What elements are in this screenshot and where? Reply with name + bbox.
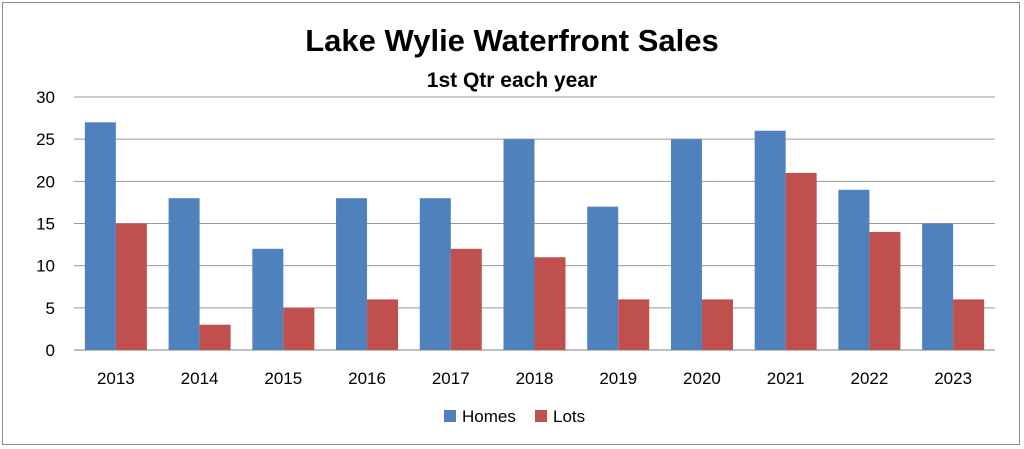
y-tick-label: 15 [36,215,55,234]
x-tick-label: 2017 [432,369,470,388]
x-tick-label: 2022 [850,369,888,388]
y-tick-label: 30 [36,88,55,107]
bar-lots-2017 [451,249,482,350]
bar-lots-2013 [116,224,147,351]
bar-lots-2019 [618,299,649,350]
y-axis: 0 5 10 15 20 25 30 [36,88,55,360]
x-tick-label: 2014 [181,369,219,388]
bar-homes-2019 [587,207,618,350]
x-axis: 2013 2014 2015 2016 2017 2018 2019 2020 2021 2022… [97,369,972,388]
y-tick-label: 10 [36,257,55,276]
bar-lots-2014 [200,325,231,350]
bar-lots-2018 [535,257,566,350]
bar-homes-2015 [252,249,283,350]
y-tick-label: 5 [46,299,55,318]
bar-homes-2020 [671,139,702,350]
bar-lots-2022 [869,232,900,350]
legend-label-lots: Lots [553,407,585,426]
legend-swatch-lots [535,410,547,422]
y-tick-label: 25 [36,130,55,149]
chart-title: Lake Wylie Waterfront Sales [305,23,718,58]
legend: Homes Lots [444,407,585,426]
bar-homes-2022 [838,190,869,350]
bar-homes-2017 [420,198,451,350]
bar-homes-2013 [85,122,116,350]
x-tick-label: 2020 [683,369,721,388]
x-tick-label: 2016 [348,369,386,388]
legend-label-homes: Homes [462,407,516,426]
x-tick-label: 2021 [767,369,805,388]
chart-subtitle: 1st Qtr each year [427,69,597,92]
bar-lots-2020 [702,299,733,350]
bars [85,122,984,350]
y-tick-label: 0 [46,341,55,360]
x-tick-label: 2023 [934,369,972,388]
x-tick-label: 2015 [264,369,302,388]
bar-lots-2016 [367,299,398,350]
bar-lots-2023 [953,299,984,350]
bar-lots-2021 [786,173,817,350]
bar-lots-2015 [283,308,314,350]
y-tick-label: 20 [36,172,55,191]
bar-homes-2018 [504,139,535,350]
bar-homes-2016 [336,198,367,350]
x-tick-label: 2013 [97,369,135,388]
bar-homes-2014 [169,198,200,350]
x-tick-label: 2019 [599,369,637,388]
bar-homes-2023 [922,224,953,351]
x-tick-label: 2018 [516,369,554,388]
bar-homes-2021 [755,131,786,350]
legend-swatch-homes [444,410,456,422]
